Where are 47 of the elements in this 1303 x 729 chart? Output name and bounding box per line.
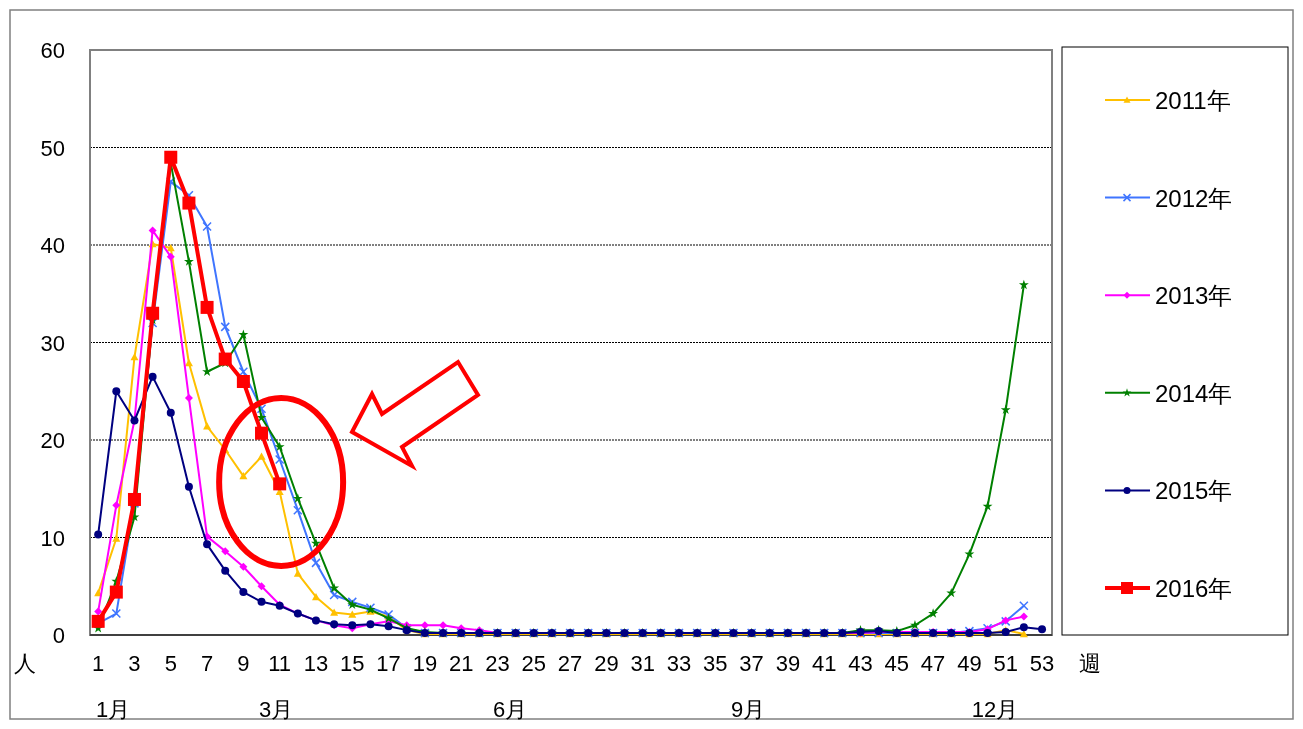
x-tick-label: 5	[164, 651, 177, 676]
y-tick-label: 10	[40, 525, 65, 551]
x-tick-label: 27	[557, 651, 583, 676]
x-tick-label: 39	[775, 651, 801, 676]
x-tick-label: 15	[340, 651, 365, 676]
x-tick-label: 29	[594, 651, 619, 676]
legend-label: 2012年	[1155, 184, 1233, 212]
x-axis-title: 週	[1079, 651, 1101, 676]
y-tick-label: 0	[52, 623, 65, 648]
x-tick-label: 43	[848, 651, 873, 676]
x-tick-label: 53	[1029, 651, 1055, 676]
legend-label: 2013年	[1155, 282, 1233, 310]
y-tick-label: 40	[40, 233, 65, 258]
x-tick-label: 23	[485, 651, 510, 676]
legend-label: 2015年	[1155, 477, 1233, 505]
x-tick-label: 47	[920, 651, 946, 676]
x-tick-label: 45	[884, 651, 910, 676]
x-tick-label: 3	[128, 651, 141, 676]
y-tick-label: 60	[40, 38, 65, 63]
x-tick-label: 37	[739, 651, 764, 676]
text: 3月	[258, 697, 294, 722]
x-tick-label: 51	[993, 651, 1018, 676]
text: 6月	[492, 697, 528, 722]
x-tick-label: 13	[303, 651, 329, 676]
x-tick-label: 25	[521, 651, 547, 676]
legend-label: 2016年	[1155, 575, 1233, 602]
x-tick-label: 7	[200, 651, 214, 676]
x-tick-label: 33	[666, 651, 692, 676]
x-tick-label: 11	[268, 651, 292, 676]
x-tick-label: 21	[448, 651, 474, 676]
text: 12月	[971, 697, 1019, 722]
x-tick-label: 1	[92, 651, 105, 676]
x-tick-label: 41	[811, 651, 837, 676]
y-axis-title: 人	[14, 651, 36, 676]
x-tick-label: 9	[237, 651, 250, 676]
x-tick-label: 17	[376, 651, 401, 676]
legend-label: 2014年	[1155, 379, 1233, 407]
x-tick-label: 49	[957, 651, 982, 676]
x-tick-label: 31	[630, 651, 655, 676]
y-tick-label: 20	[40, 428, 65, 453]
text: 1月	[95, 697, 131, 722]
x-tick-label: 19	[412, 651, 438, 676]
y-tick-label: 50	[40, 135, 65, 161]
x-tick-label: 35	[703, 651, 728, 676]
text: 9月	[730, 697, 766, 722]
y-tick-label: 30	[40, 330, 65, 356]
legend-label: 2011年	[1155, 87, 1231, 114]
